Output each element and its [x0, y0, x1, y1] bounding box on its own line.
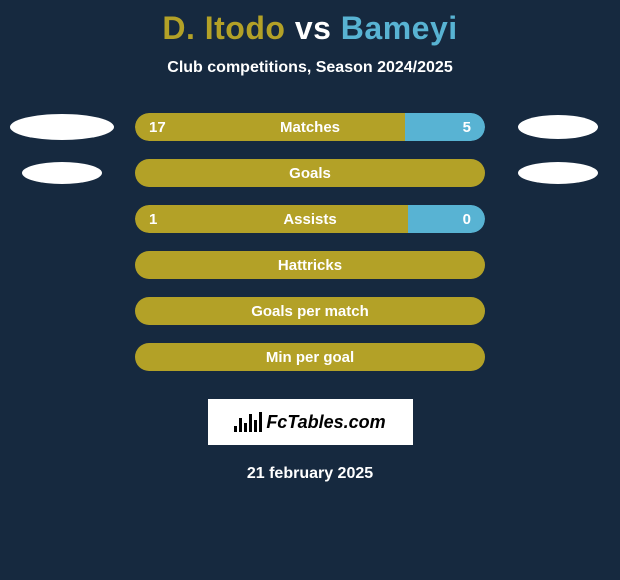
- stat-bar: Hattricks: [135, 251, 485, 279]
- vs-text: vs: [295, 10, 332, 46]
- bar-chart-icon: [234, 412, 262, 432]
- stat-row-goals: Goals: [0, 159, 620, 187]
- stat-row-assists: 1 0 Assists: [0, 205, 620, 233]
- stat-bar: Min per goal: [135, 343, 485, 371]
- page-title: D. Itodo vs Bameyi: [0, 0, 620, 47]
- right-segment: 0: [408, 205, 485, 233]
- logo-text: FcTables.com: [266, 412, 385, 433]
- right-segment: 5: [405, 113, 486, 141]
- stat-bar: 1 0 Assists: [135, 205, 485, 233]
- player1-name: D. Itodo: [162, 10, 285, 46]
- player2-name: Bameyi: [341, 10, 458, 46]
- right-ellipse-icon: [518, 115, 598, 139]
- stat-bar: 17 5 Matches: [135, 113, 485, 141]
- stat-label: Goals: [289, 165, 331, 182]
- stat-row-mpg: Min per goal: [0, 343, 620, 371]
- stat-row-hattricks: Hattricks: [0, 251, 620, 279]
- logo-box: FcTables.com: [208, 399, 413, 445]
- left-ellipse-icon: [10, 114, 114, 140]
- stat-bar: Goals per match: [135, 297, 485, 325]
- stat-bars-container: 17 5 Matches Goals: [0, 113, 620, 371]
- left-value: 17: [149, 119, 166, 136]
- comparison-infographic: D. Itodo vs Bameyi Club competitions, Se…: [0, 0, 620, 580]
- left-value: 1: [149, 211, 157, 228]
- left-ellipse-icon: [22, 162, 102, 184]
- left-segment: 17: [135, 113, 405, 141]
- subtitle: Club competitions, Season 2024/2025: [0, 59, 620, 77]
- stat-row-gpm: Goals per match: [0, 297, 620, 325]
- right-ellipse-icon: [518, 162, 598, 184]
- stat-label: Goals per match: [251, 303, 369, 320]
- right-value: 5: [463, 119, 471, 136]
- date-text: 21 february 2025: [0, 465, 620, 483]
- stat-bar: Goals: [135, 159, 485, 187]
- left-segment: 1: [135, 205, 408, 233]
- right-value: 0: [463, 211, 471, 228]
- stat-row-matches: 17 5 Matches: [0, 113, 620, 141]
- stat-label: Hattricks: [278, 257, 342, 274]
- stat-label: Min per goal: [266, 349, 354, 366]
